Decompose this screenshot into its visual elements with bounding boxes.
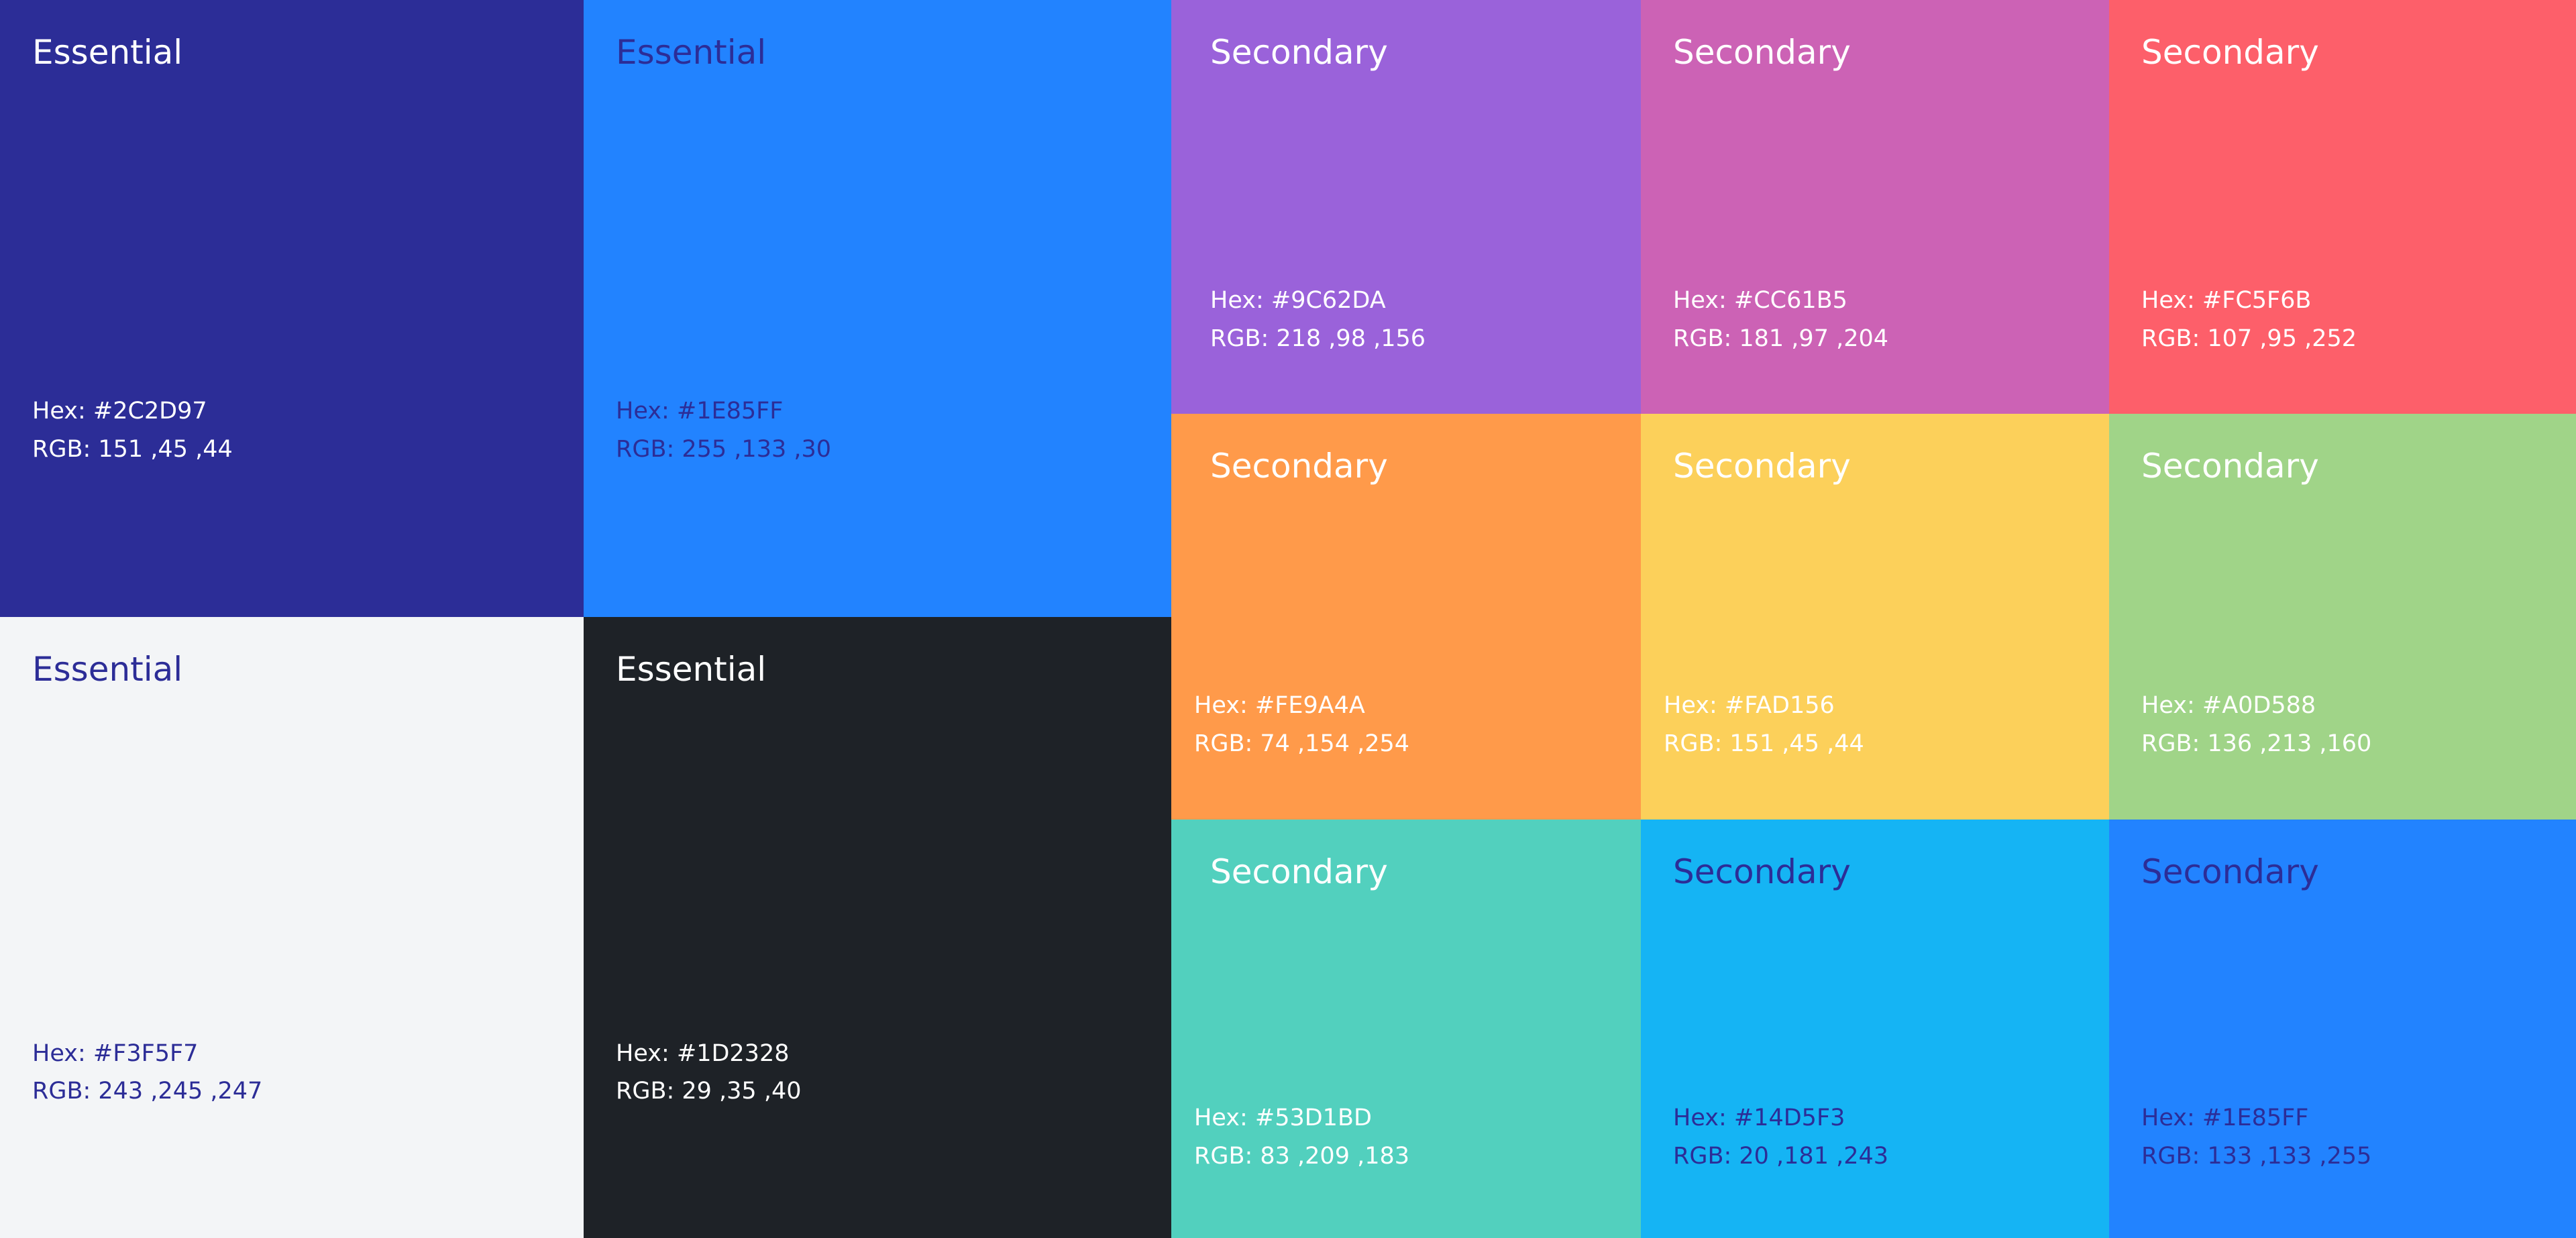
swatch-secondary-9: Secondary Hex: #1E85FF RGB: 133 ,133 ,25… <box>2109 820 2576 1238</box>
swatch-hex-value: Hex: #FC5F6B <box>2141 287 2312 314</box>
swatch-rgb-value: RGB: 29 ,35 ,40 <box>616 1078 802 1105</box>
swatch-essential-1: Essential Hex: #2C2D97 RGB: 151 ,45 ,44 <box>0 0 584 617</box>
swatch-title: Secondary <box>2141 852 2319 891</box>
swatch-secondary-4: Secondary Hex: #FE9A4A RGB: 74 ,154 ,254 <box>1171 414 1641 820</box>
swatch-hex-value: Hex: #1E85FF <box>616 398 784 425</box>
swatch-title: Secondary <box>1210 447 1388 486</box>
swatch-hex-value: Hex: #FE9A4A <box>1194 692 1365 719</box>
swatch-rgb-value: RGB: 181 ,97 ,204 <box>1673 325 1889 352</box>
swatch-rgb-value: RGB: 243 ,245 ,247 <box>32 1078 263 1105</box>
swatch-rgb-value: RGB: 20 ,181 ,243 <box>1673 1143 1889 1170</box>
swatch-rgb-value: RGB: 255 ,133 ,30 <box>616 436 832 463</box>
swatch-title: Secondary <box>1210 33 1388 72</box>
swatch-hex-value: Hex: #CC61B5 <box>1673 287 1847 314</box>
swatch-secondary-5: Secondary Hex: #FAD156 RGB: 151 ,45 ,44 <box>1641 414 2109 820</box>
swatch-rgb-value: RGB: 74 ,154 ,254 <box>1194 730 1410 757</box>
swatch-hex-value: Hex: #2C2D97 <box>32 398 207 425</box>
swatch-title: Essential <box>32 33 183 72</box>
swatch-hex-value: Hex: #FAD156 <box>1664 692 1835 719</box>
swatch-title: Essential <box>616 33 767 72</box>
swatch-essential-4: Essential Hex: #1D2328 RGB: 29 ,35 ,40 <box>584 617 1171 1238</box>
swatch-hex-value: Hex: #14D5F3 <box>1673 1105 1845 1131</box>
swatch-essential-2: Essential Hex: #1E85FF RGB: 255 ,133 ,30 <box>584 0 1171 617</box>
swatch-secondary-7: Secondary Hex: #53D1BD RGB: 83 ,209 ,183 <box>1171 820 1641 1238</box>
swatch-hex-value: Hex: #1E85FF <box>2141 1105 2309 1131</box>
swatch-rgb-value: RGB: 218 ,98 ,156 <box>1210 325 1426 352</box>
swatch-hex-value: Hex: #1D2328 <box>616 1040 790 1067</box>
swatch-title: Secondary <box>1210 852 1388 891</box>
swatch-secondary-3: Secondary Hex: #FC5F6B RGB: 107 ,95 ,252 <box>2109 0 2576 414</box>
swatch-title: Secondary <box>2141 33 2319 72</box>
swatch-title: Essential <box>32 650 183 689</box>
swatch-hex-value: Hex: #F3F5F7 <box>32 1040 199 1067</box>
swatch-hex-value: Hex: #A0D588 <box>2141 692 2316 719</box>
swatch-secondary-2: Secondary Hex: #CC61B5 RGB: 181 ,97 ,204 <box>1641 0 2109 414</box>
swatch-secondary-8: Secondary Hex: #14D5F3 RGB: 20 ,181 ,243 <box>1641 820 2109 1238</box>
swatch-rgb-value: RGB: 83 ,209 ,183 <box>1194 1143 1410 1170</box>
swatch-rgb-value: RGB: 151 ,45 ,44 <box>32 436 233 463</box>
swatch-title: Essential <box>616 650 767 689</box>
swatch-rgb-value: RGB: 136 ,213 ,160 <box>2141 730 2372 757</box>
swatch-title: Secondary <box>2141 447 2319 486</box>
swatch-title: Secondary <box>1673 852 1851 891</box>
swatch-title: Secondary <box>1673 447 1851 486</box>
swatch-hex-value: Hex: #9C62DA <box>1210 287 1386 314</box>
swatch-title: Secondary <box>1673 33 1851 72</box>
swatch-rgb-value: RGB: 107 ,95 ,252 <box>2141 325 2357 352</box>
swatch-rgb-value: RGB: 151 ,45 ,44 <box>1664 730 1864 757</box>
swatch-rgb-value: RGB: 133 ,133 ,255 <box>2141 1143 2372 1170</box>
swatch-hex-value: Hex: #53D1BD <box>1194 1105 1372 1131</box>
swatch-secondary-6: Secondary Hex: #A0D588 RGB: 136 ,213 ,16… <box>2109 414 2576 820</box>
swatch-secondary-1: Secondary Hex: #9C62DA RGB: 218 ,98 ,156 <box>1171 0 1641 414</box>
swatch-essential-3: Essential Hex: #F3F5F7 RGB: 243 ,245 ,24… <box>0 617 584 1238</box>
